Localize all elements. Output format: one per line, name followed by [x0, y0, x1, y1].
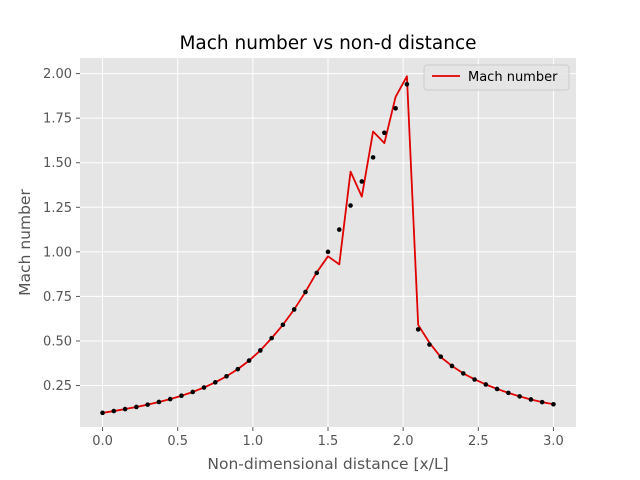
- x-tick-label: 2.0: [393, 434, 414, 449]
- data-point: [246, 358, 252, 363]
- data-point: [212, 380, 218, 385]
- data-point: [359, 179, 365, 184]
- data-points: [100, 81, 556, 416]
- x-tick-label: 2.5: [468, 434, 489, 449]
- y-tick-label: 1.25: [43, 201, 72, 216]
- x-tick-label: 0.5: [167, 434, 188, 449]
- legend-box: [423, 64, 570, 91]
- data-point: [517, 394, 522, 399]
- data-point: [393, 106, 398, 111]
- mach-number-line: [102, 75, 554, 414]
- data-point: [449, 363, 455, 369]
- data-point: [179, 393, 184, 399]
- data-point: [404, 81, 410, 87]
- y-tick-label: 0.25: [43, 379, 72, 394]
- data-point: [427, 342, 432, 347]
- x-axis-ticks: 0.0 0.5 1.0 1.5 2.0 2.5 3.0: [92, 427, 564, 449]
- mach-number-series: [102, 75, 554, 414]
- data-point: [145, 402, 150, 407]
- y-tick-label: 0.50: [43, 334, 72, 349]
- legend: Mach number: [423, 64, 570, 91]
- y-tick-label: 2.00: [43, 67, 72, 82]
- data-point: [235, 366, 241, 372]
- data-point: [224, 373, 229, 379]
- data-point: [291, 307, 297, 312]
- data-point: [111, 408, 117, 414]
- x-tick-label: 1.5: [318, 434, 339, 449]
- x-tick-label: 1.0: [243, 434, 264, 449]
- data-point: [280, 322, 286, 328]
- data-point: [336, 227, 342, 232]
- data-point: [472, 377, 477, 382]
- x-tick-label: 3.0: [543, 434, 564, 449]
- y-tick-label: 1.75: [43, 112, 72, 127]
- data-point: [167, 396, 173, 402]
- data-point: [370, 155, 376, 160]
- y-axis-label: Mach number: [16, 189, 34, 296]
- data-point: [438, 354, 444, 359]
- data-point: [415, 327, 421, 332]
- data-point: [201, 385, 207, 390]
- data-point: [303, 289, 308, 295]
- legend-label: Mach number: [468, 70, 558, 85]
- y-tick-label: 1.00: [43, 245, 72, 260]
- data-point: [460, 371, 466, 376]
- data-point: [100, 410, 105, 416]
- data-point: [539, 399, 545, 405]
- x-axis-label: Non-dimensional distance [x/L]: [207, 455, 448, 473]
- data-point: [325, 249, 331, 255]
- data-point: [190, 389, 196, 395]
- data-point: [156, 399, 162, 405]
- chart-title: Mach number vs non-d distance: [179, 33, 476, 54]
- y-axis-ticks: 0.25 0.50 0.75 1.00 1.25 1.50 1.75 2.00: [43, 67, 80, 394]
- x-tick-label: 0.0: [92, 434, 113, 449]
- data-point: [258, 348, 263, 353]
- data-point: [348, 203, 353, 208]
- data-point: [551, 401, 556, 407]
- data-point: [134, 404, 139, 410]
- data-point: [506, 390, 511, 396]
- data-point: [494, 386, 500, 392]
- data-point: [314, 270, 320, 276]
- y-tick-label: 0.75: [43, 290, 72, 305]
- data-point: [382, 130, 387, 136]
- data-point: [528, 397, 534, 402]
- data-point: [269, 335, 274, 341]
- data-point: [483, 382, 489, 387]
- data-point: [122, 406, 128, 412]
- y-tick-label: 1.50: [43, 156, 72, 171]
